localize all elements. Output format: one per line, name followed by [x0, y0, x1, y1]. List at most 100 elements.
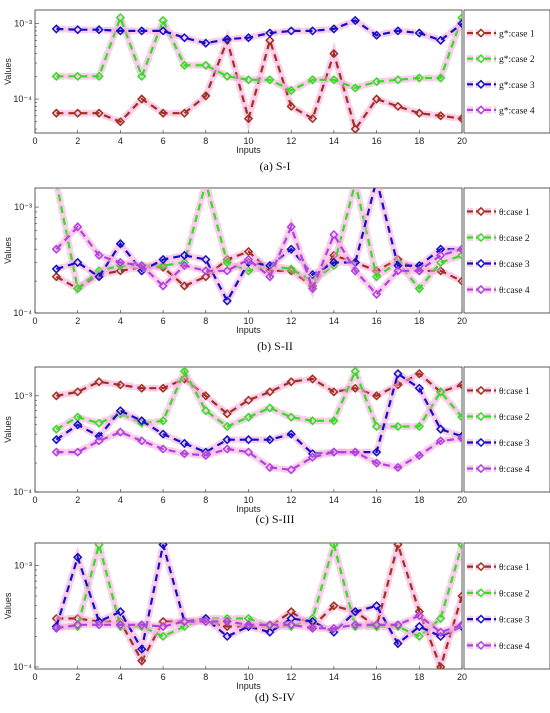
data-point-marker — [371, 458, 382, 468]
data-point-marker — [115, 406, 126, 416]
data-point-marker — [243, 254, 254, 265]
data-point-marker — [414, 610, 424, 621]
data-point-marker — [158, 383, 168, 393]
x-tick-label: 4 — [118, 672, 123, 682]
data-point-marker — [158, 15, 168, 26]
x-tick-label: 8 — [203, 136, 208, 146]
data-point-marker — [95, 0, 102, 4]
x-tick-label: 12 — [286, 672, 296, 682]
series-glow — [56, 0, 462, 1]
data-point-marker — [138, 0, 145, 4]
data-point-marker — [94, 108, 104, 118]
data-point-marker — [201, 391, 211, 401]
data-point-marker — [179, 367, 190, 376]
data-point-marker — [286, 222, 296, 232]
data-point-marker — [73, 552, 83, 562]
panel-caption: (a) S-I — [260, 159, 291, 173]
data-point-marker — [179, 616, 190, 627]
data-point-marker — [393, 462, 403, 473]
data-point-marker — [414, 266, 424, 276]
data-point-marker — [51, 71, 62, 81]
legend-marker — [476, 258, 486, 269]
data-point-marker — [457, 250, 462, 261]
x-tick-label: 16 — [372, 672, 382, 682]
legend-label: θ:case 3 — [499, 260, 530, 270]
data-point-marker — [286, 101, 296, 112]
legend-marker — [476, 463, 486, 474]
data-point-marker — [307, 452, 318, 462]
chart-panel-3: 10⁻³ 10⁻⁴0 2 4 6 8 10 12 14 16 18 20 Inputs Values θ:c… — [3, 366, 550, 526]
data-point-marker — [350, 620, 360, 630]
plot-area — [51, 543, 462, 669]
data-point-marker — [137, 94, 147, 104]
data-point-marker — [265, 462, 275, 473]
data-point-marker — [158, 108, 168, 118]
legend: g*:case 1 g*:case 2 g*:case 3 g*:case 4 — [463, 9, 550, 134]
data-point-marker — [243, 620, 254, 630]
data-point-marker — [457, 276, 462, 286]
legend-label: θ:case 3 — [499, 439, 530, 449]
legend-label: θ:case 2 — [499, 413, 530, 423]
data-point-marker — [179, 260, 190, 271]
y-tick-label: 10⁻³ — [14, 19, 32, 29]
data-point-marker — [457, 433, 462, 444]
y-tick-label: 10⁻⁴ — [13, 308, 32, 318]
data-point-marker — [435, 631, 446, 642]
y-tick-label: 10⁻⁴ — [13, 662, 32, 672]
x-axis-label: Inputs — [236, 504, 261, 514]
data-point-marker — [222, 435, 232, 445]
data-point-marker — [222, 631, 232, 642]
data-point-marker — [414, 450, 424, 461]
data-point-marker — [307, 283, 318, 294]
data-point-marker — [181, 0, 188, 4]
legend-marker — [476, 28, 486, 38]
legend-label: g*:case 1 — [499, 30, 535, 40]
x-tick-label: 4 — [118, 136, 123, 146]
data-point-marker — [73, 25, 83, 35]
data-point-marker — [202, 0, 209, 4]
data-point-marker — [265, 435, 275, 445]
x-tick-label: 0 — [32, 136, 37, 146]
data-point-marker — [371, 94, 382, 104]
x-tick-label: 2 — [75, 495, 80, 505]
data-point-marker — [329, 24, 339, 34]
data-point-marker — [222, 266, 232, 276]
x-tick-label: 16 — [372, 136, 382, 146]
data-point-marker — [179, 250, 190, 261]
data-point-marker — [51, 447, 62, 457]
data-point-marker — [179, 60, 190, 70]
data-point-marker — [371, 447, 382, 457]
data-point-marker — [414, 421, 424, 432]
data-point-marker — [222, 257, 232, 268]
data-point-marker — [265, 620, 275, 630]
x-tick-label: 0 — [32, 672, 37, 682]
panel-caption: (c) S-III — [256, 512, 295, 526]
data-point-marker — [201, 91, 211, 101]
data-point-marker — [265, 627, 275, 637]
legend-marker — [476, 105, 486, 115]
data-point-marker — [115, 117, 126, 127]
legend-marker — [476, 232, 486, 243]
data-point-marker — [435, 662, 446, 669]
data-point-marker — [393, 421, 403, 432]
x-axis-label: Inputs — [236, 681, 261, 691]
data-point-marker — [265, 28, 275, 38]
data-point-marker — [457, 543, 462, 550]
data-point-marker — [201, 450, 211, 461]
data-point-marker — [243, 447, 254, 457]
y-tick-label: 10⁻⁴ — [13, 487, 32, 497]
x-tick-label: 20 — [457, 672, 467, 682]
data-point-marker — [265, 35, 275, 45]
data-point-marker — [51, 424, 62, 434]
data-point-marker — [307, 26, 318, 36]
y-axis-label: Values — [3, 237, 13, 264]
data-point-marker — [224, 0, 231, 4]
data-point-marker — [73, 257, 83, 268]
legend-label: θ:case 2 — [499, 589, 530, 599]
legend-marker — [476, 54, 486, 64]
data-point-marker — [330, 0, 337, 4]
legend-label: g*:case 2 — [499, 55, 535, 65]
data-point-marker — [286, 429, 296, 439]
data-point-marker — [329, 623, 339, 633]
